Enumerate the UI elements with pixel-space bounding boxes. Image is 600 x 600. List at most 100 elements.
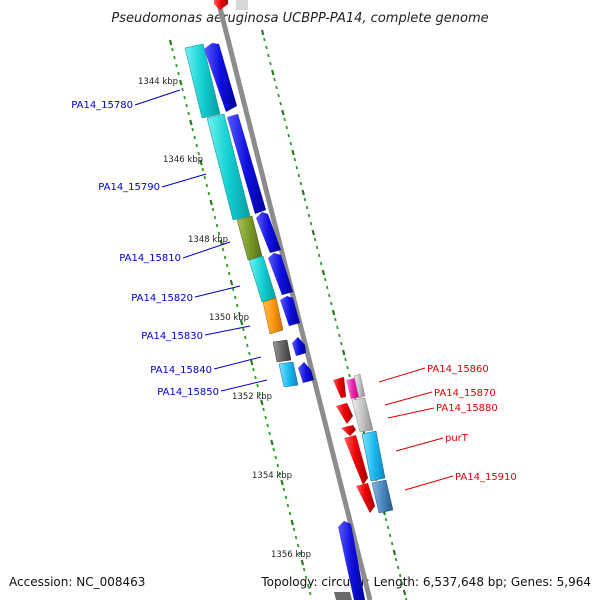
ruler-tick-minor: [288, 511, 292, 516]
gene-label-pa14-15820[interactable]: PA14_15820: [131, 293, 193, 304]
ruler-tick-major: [291, 149, 295, 156]
gene-pa14-15870[interactable]: [351, 397, 374, 433]
gene-arrow-blue-5: [280, 296, 300, 326]
gene-pa14-15810[interactable]: [236, 215, 263, 261]
left-inner-track: [204, 43, 314, 383]
ruler-tick-minor: [275, 85, 278, 90]
leader-lines-left: [134, 89, 268, 392]
gene-label-pa14-15830[interactable]: PA14_15830: [141, 331, 203, 342]
scale-label-1344: 1344 kbp: [138, 77, 178, 87]
ruler-tick-minor: [346, 365, 349, 370]
ruler-tick-minor: [221, 247, 225, 252]
ruler-tick-major: [331, 309, 336, 316]
ruler-tick-minor: [238, 311, 241, 316]
ruler-tick-major: [281, 109, 285, 116]
ruler-tick-minor: [197, 151, 201, 156]
gene-pa14-15850[interactable]: [278, 361, 299, 388]
ruler-tick-minor: [231, 287, 235, 292]
ruler-tick-minor: [323, 277, 327, 282]
ruler-tick-major: [300, 559, 305, 566]
ruler-tick-minor: [388, 533, 392, 538]
leader-line: [384, 391, 433, 406]
ruler-tick-minor: [171, 47, 174, 52]
gene-label-purt[interactable]: purT: [445, 433, 469, 444]
ruler-tick-minor: [227, 271, 231, 276]
ruler-tick-minor: [211, 207, 215, 212]
ruler-tick-minor: [295, 165, 299, 170]
gene-pa14-15790[interactable]: [206, 113, 251, 221]
ruler-tick-minor: [215, 223, 219, 228]
ruler-tick-major: [402, 589, 407, 596]
gene-label-pa14-15790[interactable]: PA14_15790: [98, 182, 160, 193]
ruler-tick-minor: [313, 237, 317, 242]
ruler-tick-minor: [183, 95, 186, 100]
gene-label-pa14-15870[interactable]: PA14_15870: [434, 388, 496, 399]
gene-label-pa14-15780[interactable]: PA14_15780: [71, 100, 133, 111]
ruler-tick-major: [392, 549, 397, 556]
gene-top-grey: [236, 0, 248, 10]
ruler-tick-major: [229, 279, 234, 286]
gene-pa14-15840[interactable]: [272, 339, 292, 363]
ruler-tick-minor: [276, 463, 280, 468]
ruler-tick-minor: [264, 415, 267, 420]
ruler-tick-minor: [307, 213, 311, 218]
ruler-tick-minor: [394, 557, 398, 562]
leader-line: [182, 241, 231, 259]
ruler-tick-minor: [298, 551, 302, 556]
gene-arrow-red-3: [341, 425, 356, 436]
gene-label-pa14-15880[interactable]: PA14_15880: [436, 403, 498, 414]
ruler-tick-minor: [305, 205, 309, 210]
gene-pa14-15830[interactable]: [262, 297, 284, 335]
leader-line: [194, 285, 241, 298]
gene-label-pa14-15840[interactable]: PA14_15840: [150, 365, 212, 376]
ruler-tick-minor: [273, 77, 276, 82]
ruler-tick-major: [342, 349, 346, 356]
ruler-tick-minor: [173, 55, 176, 60]
ruler-tick-minor: [223, 255, 227, 260]
ruler-tick-minor: [191, 127, 194, 132]
gene-bottom-grey: [334, 592, 352, 600]
ruler-tick-minor: [338, 333, 341, 338]
right-outer-track: [334, 373, 394, 600]
ruler-tick-minor: [309, 221, 313, 226]
ruler-tick-minor: [325, 285, 329, 290]
gene-label-pa14-15910[interactable]: PA14_15910: [455, 472, 517, 483]
gene-label-pa14-15850[interactable]: PA14_15850: [157, 387, 219, 398]
ruler-tick-minor: [254, 375, 257, 380]
ruler-tick-minor: [277, 93, 280, 98]
scale-label-1350: 1350 kbp: [209, 313, 249, 323]
leader-lines-right: [378, 367, 454, 491]
gene-labels-left: PA14_15780 PA14_15790 PA14_15810 PA14_15…: [71, 100, 219, 398]
right-inner-track: [333, 377, 375, 600]
ruler-tick-minor: [293, 157, 297, 162]
ruler-tick-major: [219, 239, 223, 246]
scale-label-1356: 1356 kbp: [271, 550, 311, 560]
gene-pa14-15860[interactable]: [346, 378, 360, 399]
genome-backbone: [215, 0, 373, 600]
ruler-tick-minor: [348, 373, 351, 378]
gene-label-pa14-15810[interactable]: PA14_15810: [119, 253, 181, 264]
gene-arrow-blue-7: [298, 362, 314, 383]
leader-line: [378, 367, 426, 383]
gene-arrow-blue-1: [204, 43, 237, 112]
ruler-tick-major: [179, 79, 183, 86]
gene-pa14-15880[interactable]: [353, 373, 366, 399]
ruler-tick-major: [301, 189, 305, 196]
ruler-tick-minor: [292, 527, 296, 532]
ruler-tick-major: [239, 319, 244, 326]
ruler-tick-minor: [286, 503, 290, 508]
ruler-tick-minor: [398, 573, 402, 578]
gene-purt[interactable]: [361, 430, 386, 482]
ruler-tick-minor: [195, 143, 198, 148]
ruler-tick-minor: [256, 383, 259, 388]
gene-arrow-blue-6: [292, 337, 306, 356]
gene-pa14-15780[interactable]: [184, 43, 221, 119]
ruler-tick-minor: [213, 215, 217, 220]
gene-pa14-15910[interactable]: [371, 479, 394, 514]
ruler-tick-major: [260, 399, 264, 406]
gene-label-pa14-15860[interactable]: PA14_15860: [427, 364, 489, 375]
ruler-tick-minor: [244, 335, 247, 340]
ruler-tick-minor: [263, 37, 266, 42]
ruler-tick-minor: [187, 111, 190, 116]
ruler-tick-minor: [334, 317, 337, 322]
